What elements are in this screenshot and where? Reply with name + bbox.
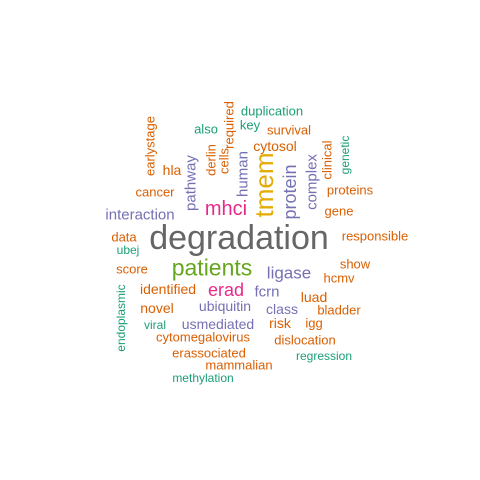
word-usmediated: usmediated	[181, 316, 255, 332]
word-cells: cells	[216, 147, 232, 175]
word-earlystage: earlystage	[142, 116, 158, 176]
word-methylation: methylation	[172, 371, 234, 385]
word-complex: complex	[303, 154, 321, 210]
word-cancer: cancer	[135, 184, 175, 200]
word-key: key	[239, 117, 261, 133]
word-cytosol: cytosol	[253, 138, 297, 154]
word-risk: risk	[269, 315, 291, 331]
word-genetic: genetic	[338, 135, 352, 175]
word-protein: protein	[280, 164, 300, 220]
word-identified: identified	[139, 281, 197, 297]
word-tmem: tmem	[249, 152, 279, 218]
word-bladder: bladder	[317, 302, 361, 318]
word-cytomegalovirus: cytomegalovirus	[156, 329, 250, 345]
word-also: also	[194, 121, 218, 137]
word-erassociated: erassociated	[172, 345, 246, 361]
word-human: human	[234, 151, 252, 197]
word-regression: regression	[295, 349, 353, 363]
word-igg: igg	[305, 315, 323, 331]
word-luad: luad	[300, 289, 328, 305]
word-survival: survival	[266, 122, 312, 138]
word-hla: hla	[162, 162, 182, 178]
word-endoplasmic: endoplasmic	[114, 284, 128, 352]
word-mhci: mhci	[204, 198, 248, 220]
word-gene: gene	[324, 203, 354, 219]
word-novel: novel	[140, 300, 174, 316]
word-duplication: duplication	[240, 103, 304, 119]
word-data: data	[111, 229, 137, 245]
word-ubej: ubej	[116, 243, 140, 257]
word-pathway: pathway	[182, 155, 200, 211]
word-responsible: responsible	[341, 228, 409, 244]
word-viral: viral	[143, 318, 167, 332]
word-score: score	[116, 261, 148, 277]
word-class: class	[266, 301, 298, 317]
word-show: show	[339, 256, 371, 272]
word-interaction: interaction	[105, 206, 175, 224]
word-clinical: clinical	[319, 140, 335, 180]
word-proteins: proteins	[326, 182, 374, 198]
word-erad: erad	[207, 280, 245, 300]
word-patients: patients	[171, 254, 253, 281]
word-dislocation: dislocation	[274, 332, 336, 348]
word-hcmv: hcmv	[323, 270, 355, 286]
word-degradation: degradation	[149, 219, 329, 257]
word-ubiquitin: ubiquitin	[198, 298, 252, 314]
word-fcrn: fcrn	[254, 283, 280, 301]
word-ligase: ligase	[266, 263, 312, 283]
word-required: required	[221, 101, 237, 149]
word-mammalian: mammalian	[205, 357, 273, 373]
